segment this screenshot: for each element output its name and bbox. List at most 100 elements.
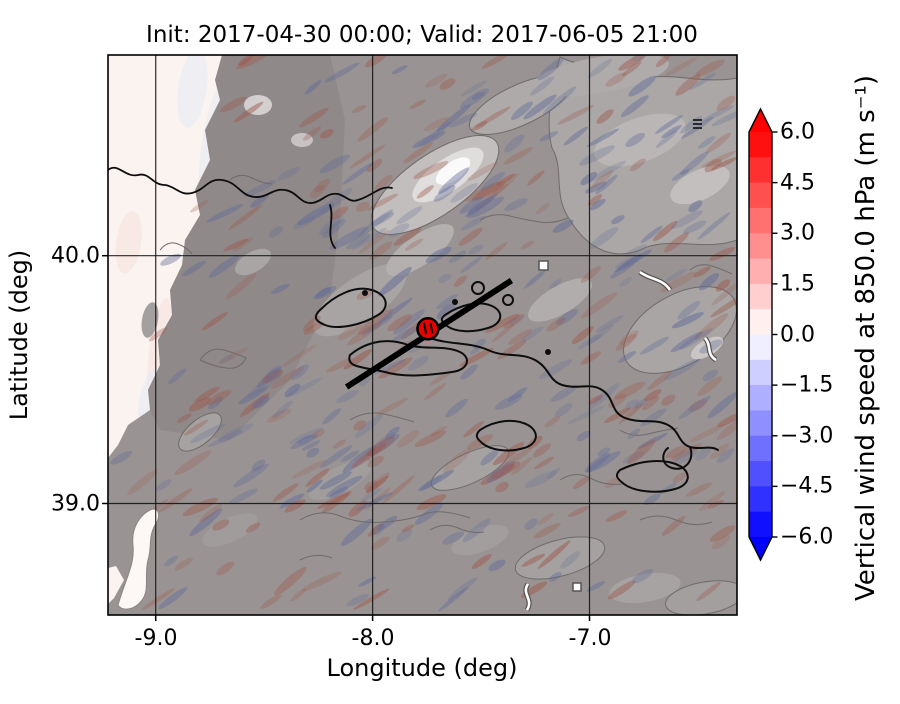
wave-streak (367, 433, 400, 457)
wave-streak (387, 314, 413, 332)
wave-streak (652, 220, 678, 242)
colorbar-band (749, 132, 772, 158)
colorbar-tick-label: 0.0 (780, 323, 815, 348)
wave-streak (557, 105, 594, 125)
wave-streak (358, 376, 371, 387)
colorbar-band (749, 511, 772, 538)
wave-streak (371, 212, 395, 226)
wave-streak (306, 479, 323, 493)
wave-streak (219, 347, 249, 364)
wave-streak (596, 109, 614, 124)
wave-streak (618, 330, 639, 345)
contour-dot (471, 281, 485, 295)
wave-streak (358, 229, 390, 254)
wave-streak (208, 255, 240, 278)
wave-streak (290, 364, 309, 380)
wave-streak (503, 314, 525, 329)
wave-streak (326, 475, 363, 497)
wave-streak (688, 72, 717, 90)
wave-streak (496, 173, 516, 186)
wave-streak (251, 459, 265, 472)
elevation-contour-black (615, 460, 689, 493)
wave-streak (292, 216, 316, 230)
terrain-patch (528, 278, 592, 322)
wave-streak (391, 65, 408, 75)
wave-streak (697, 376, 723, 397)
wave-streak (618, 350, 637, 363)
wave-streak (682, 220, 707, 234)
wave-streak (537, 513, 554, 526)
wave-streak (290, 588, 307, 602)
wave-streak (206, 203, 244, 223)
wave-streak (544, 415, 561, 428)
terrain-patch (609, 572, 681, 604)
wave-streak (326, 357, 353, 373)
wave-streak (492, 173, 519, 196)
wave-streak (467, 196, 505, 219)
terrain-contour (299, 554, 333, 561)
wave-streak (662, 515, 686, 536)
wave-streak (317, 492, 350, 509)
wave-streak (677, 300, 701, 320)
wave-streak (571, 326, 594, 344)
wave-streak (618, 55, 647, 71)
wave-streak (480, 464, 515, 485)
wave-streak (353, 420, 367, 431)
wave-streak (716, 417, 737, 440)
ocean-wave-streak (177, 55, 208, 128)
wave-streak (709, 247, 736, 261)
wave-streak (604, 477, 620, 489)
wave-streak (376, 515, 398, 531)
wave-streak (232, 236, 254, 252)
wave-streak (404, 238, 424, 251)
wave-streak (460, 256, 483, 274)
wave-streak (430, 426, 447, 437)
wave-streak (504, 134, 525, 153)
plot-title: Init: 2017-04-30 00:00; Valid: 2017-06-0… (146, 22, 698, 48)
wave-streak (716, 95, 736, 111)
wave-streak (580, 351, 602, 365)
wave-streak (680, 151, 709, 176)
wave-streak (351, 443, 387, 468)
elevation-contour-black (662, 446, 693, 470)
colorbar-band (749, 410, 772, 437)
wave-streak (264, 365, 282, 381)
wave-streak (424, 117, 450, 132)
wave-streak (250, 193, 269, 208)
wave-streak (524, 470, 557, 488)
wave-streak (488, 559, 506, 571)
wave-streak (510, 456, 533, 476)
wave-streak (438, 586, 469, 612)
wave-streak (678, 328, 713, 350)
wave-streak (319, 445, 353, 468)
x-tick-label: -8.0 (352, 626, 395, 651)
wave-streak (595, 315, 624, 333)
wave-streak (640, 225, 663, 244)
wave-streak (709, 525, 736, 542)
wave-streak (442, 531, 465, 545)
wave-streak (503, 147, 534, 165)
wave-streak (247, 373, 283, 397)
wave-streak (614, 381, 646, 400)
colorbar-band (749, 283, 772, 310)
wave-streak (174, 557, 193, 571)
terrain-contour (199, 348, 247, 369)
wave-streak (467, 196, 494, 215)
wave-streak (342, 445, 377, 473)
wave-streak (218, 354, 235, 364)
colorbar-axis-label: Vertical wind speed at 850.0 hPa (m s⁻¹) (851, 75, 881, 601)
wave-streak (301, 571, 342, 592)
wave-streak (459, 88, 489, 109)
wave-streak (329, 226, 368, 250)
wave-streak (665, 268, 688, 282)
wave-streak (164, 555, 178, 567)
colorbar-band (749, 461, 772, 487)
wave-streak (588, 194, 603, 206)
wave-streak (189, 508, 223, 537)
wave-streak (509, 316, 523, 325)
wave-streak (715, 279, 731, 292)
terrain-contour (639, 515, 713, 526)
wave-streak (695, 59, 725, 77)
wave-streak (387, 223, 410, 237)
